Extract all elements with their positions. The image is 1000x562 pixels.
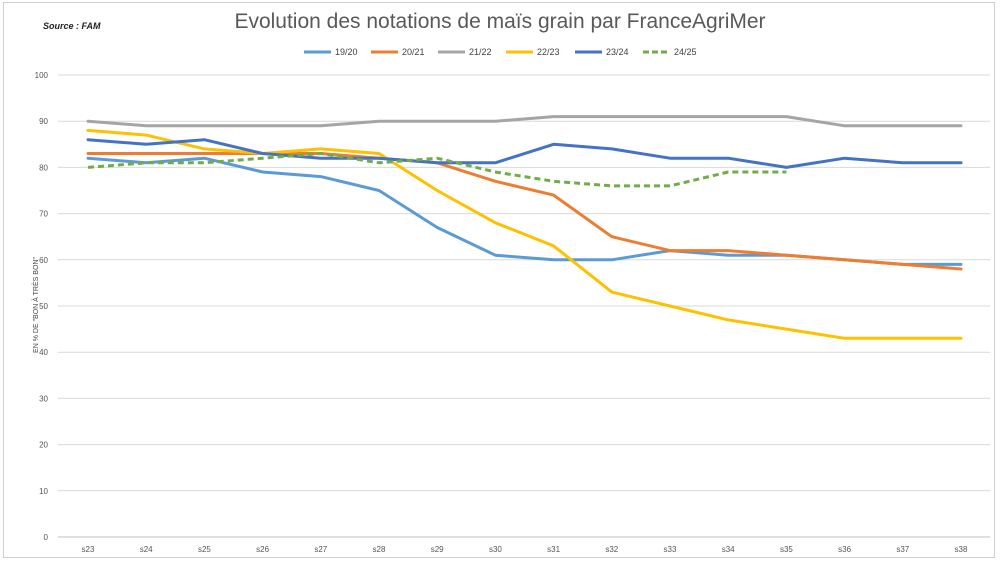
x-tick-label: s36 [838, 545, 851, 554]
x-tick-label: s23 [82, 545, 95, 554]
chart-title: Evolution des notations de maïs grain pa… [234, 10, 766, 33]
series-lines [86, 115, 963, 340]
x-tick-label: s37 [896, 545, 909, 554]
y-axis-ticks: 0 10 20 30 40 50 60 70 80 90 100 [35, 71, 49, 542]
series-line-22-23 [86, 128, 963, 340]
x-tick-label: s26 [256, 545, 269, 554]
legend-label: 21/22 [469, 47, 492, 57]
legend-label: 22/23 [537, 47, 560, 57]
x-tick-label: s28 [373, 545, 386, 554]
x-tick-label: s38 [955, 545, 968, 554]
x-axis-ticks: s23 s24 s25 s26 s27 s28 s29 s30 s31 s32 s33 s34 s35 s… [82, 545, 968, 554]
x-tick-label: s31 [547, 545, 560, 554]
x-tick-label: s25 [198, 545, 211, 554]
y-tick-label: 10 [39, 487, 48, 496]
series-line-21-22 [86, 115, 963, 128]
x-tick-label: s30 [489, 545, 502, 554]
series-line-19-20 [86, 156, 963, 266]
y-tick-label: 0 [44, 533, 49, 542]
legend: 19/20 20/21 21/22 22/23 23/24 24/25 [304, 47, 697, 57]
y-tick-label: 20 [39, 441, 48, 450]
x-tick-label: s34 [722, 545, 735, 554]
chart-border [3, 2, 995, 558]
legend-label: 20/21 [402, 47, 425, 57]
y-tick-label: 40 [39, 348, 48, 357]
legend-label: 24/25 [674, 47, 697, 57]
y-axis-label: EN % DE "BON À TRÈS BON" [31, 257, 40, 353]
series-line-20-21 [86, 152, 963, 271]
x-tick-label: s35 [780, 545, 793, 554]
x-tick-label: s27 [314, 545, 327, 554]
series-line-24-25 [87, 152, 787, 188]
gridlines [58, 74, 990, 538]
y-tick-label: 90 [39, 117, 48, 126]
source-note: Source : FAM [43, 21, 101, 31]
y-tick-label: 30 [39, 394, 48, 403]
y-tick-label: 60 [39, 256, 48, 265]
y-tick-label: 100 [35, 71, 49, 80]
legend-label: 23/24 [606, 47, 629, 57]
x-tick-label: s33 [664, 545, 677, 554]
y-tick-label: 80 [39, 163, 48, 172]
x-tick-label: s32 [605, 545, 618, 554]
legend-label: 19/20 [335, 47, 358, 57]
y-tick-label: 70 [39, 210, 48, 219]
y-tick-label: 50 [39, 302, 48, 311]
x-tick-label: s24 [140, 545, 153, 554]
series-line-23-24 [86, 138, 963, 169]
x-tick-label: s29 [431, 545, 444, 554]
